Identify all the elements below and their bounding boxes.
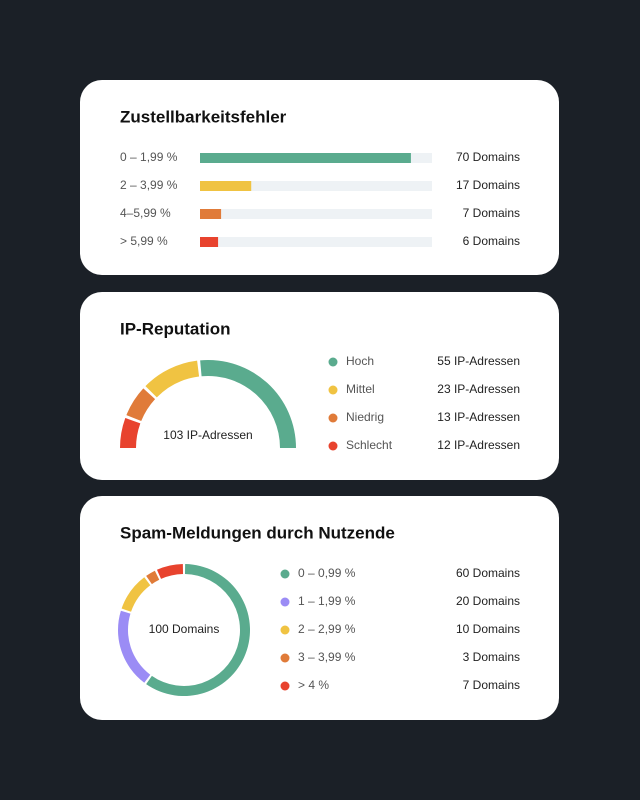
category-label: 2 – 3,99 % bbox=[120, 178, 178, 192]
bar bbox=[200, 153, 411, 163]
gauge-segment bbox=[200, 360, 296, 448]
legend-dot bbox=[328, 413, 338, 423]
value-label: 23 IP-Adressen bbox=[437, 382, 520, 396]
gauge-segment bbox=[120, 417, 141, 448]
gauge-segment bbox=[145, 360, 200, 398]
center-label: 100 Domains bbox=[149, 622, 220, 636]
legend-dot bbox=[280, 597, 290, 607]
donut-segment bbox=[118, 610, 151, 683]
card bbox=[80, 496, 559, 720]
bar-track bbox=[200, 181, 432, 191]
value-label: 10 Domains bbox=[456, 622, 520, 636]
value-label: 70 Domains bbox=[456, 150, 520, 164]
value-label: 7 Domains bbox=[463, 678, 520, 692]
legend-label: 3 – 3,99 % bbox=[298, 650, 356, 664]
legend-dot bbox=[280, 569, 290, 579]
legend-label: 0 – 0,99 % bbox=[298, 566, 356, 580]
bar-track bbox=[200, 237, 432, 247]
donut-segment bbox=[146, 564, 251, 696]
donut-segment bbox=[121, 577, 151, 612]
value-label: 55 IP-Adressen bbox=[437, 354, 520, 368]
donut-segment bbox=[156, 564, 184, 579]
value-label: 6 Domains bbox=[463, 234, 520, 248]
value-label: 7 Domains bbox=[463, 206, 520, 220]
value-label: 60 Domains bbox=[456, 566, 520, 580]
legend-label: Mittel bbox=[346, 382, 375, 396]
donut-segment bbox=[146, 570, 160, 585]
bar bbox=[200, 209, 222, 219]
legend-label: > 4 % bbox=[298, 678, 329, 692]
card bbox=[80, 292, 559, 480]
card-title: Zustellbarkeitsfehler bbox=[120, 107, 287, 126]
bar-track bbox=[200, 209, 432, 219]
value-label: 17 Domains bbox=[456, 178, 520, 192]
legend-label: 2 – 2,99 % bbox=[298, 622, 356, 636]
bar bbox=[200, 181, 252, 191]
value-label: 13 IP-Adressen bbox=[437, 410, 520, 424]
legend-label: Niedrig bbox=[346, 410, 384, 424]
center-label: 103 IP-Adressen bbox=[163, 428, 252, 442]
legend-dot bbox=[280, 653, 290, 663]
legend-dot bbox=[280, 681, 290, 691]
legend-dot bbox=[328, 357, 338, 367]
value-label: 3 Domains bbox=[463, 650, 520, 664]
card bbox=[80, 80, 559, 275]
card-title: IP-Reputation bbox=[120, 319, 231, 338]
value-label: 12 IP-Adressen bbox=[437, 438, 520, 452]
category-label: 0 – 1,99 % bbox=[120, 150, 178, 164]
category-label: 4–5,99 % bbox=[120, 206, 171, 220]
legend-dot bbox=[280, 625, 290, 635]
gauge-segment bbox=[126, 388, 156, 422]
legend-label: 1 – 1,99 % bbox=[298, 594, 356, 608]
legend-label: Schlecht bbox=[346, 438, 393, 452]
legend-dot bbox=[328, 385, 338, 395]
category-label: > 5,99 % bbox=[120, 234, 168, 248]
legend-dot bbox=[328, 441, 338, 451]
legend-label: Hoch bbox=[346, 354, 374, 368]
bar bbox=[200, 237, 219, 247]
value-label: 20 Domains bbox=[456, 594, 520, 608]
card-title: Spam-Meldungen durch Nutzende bbox=[120, 523, 395, 542]
